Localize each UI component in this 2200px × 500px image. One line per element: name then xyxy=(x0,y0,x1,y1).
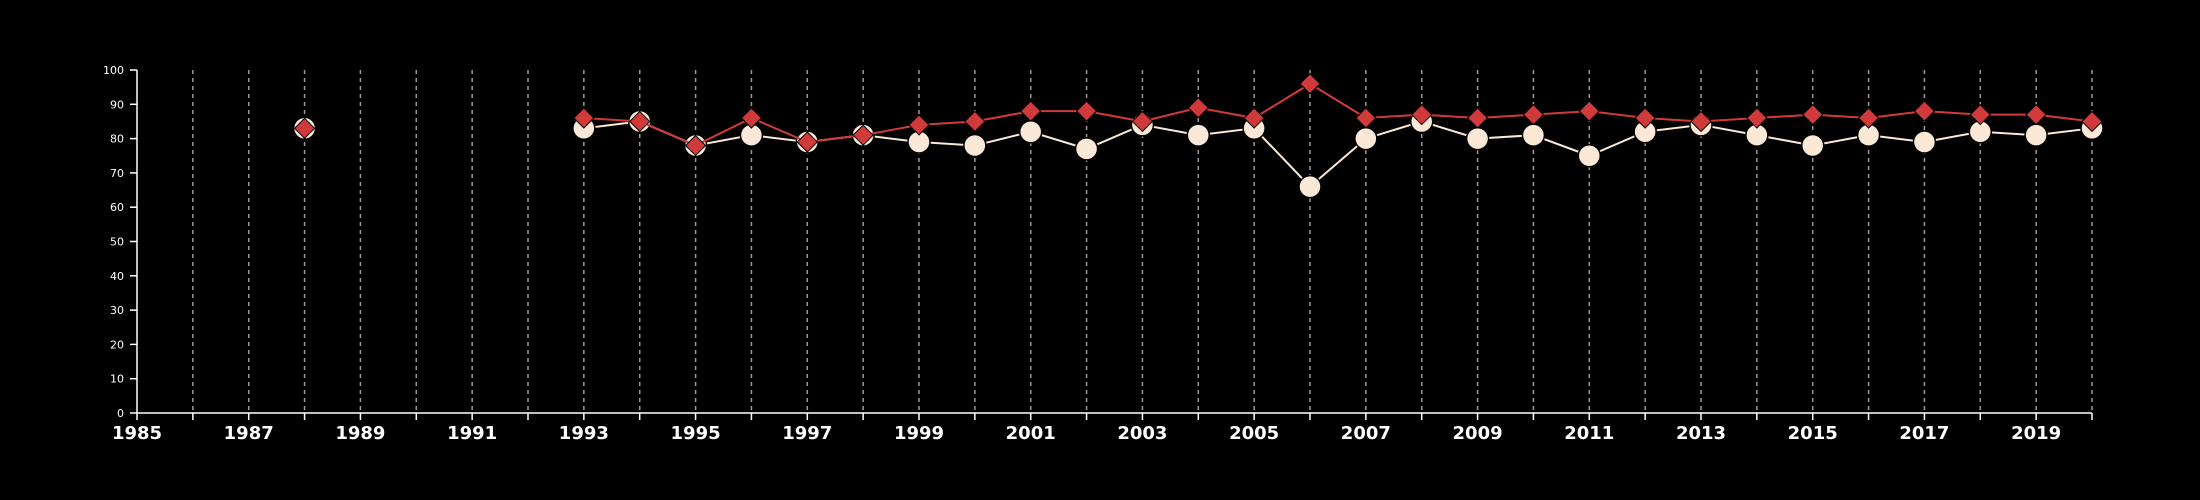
x-tick-label: 2017 xyxy=(1899,423,1949,444)
data-point-diamond xyxy=(1355,107,1377,129)
x-tick-label: 1993 xyxy=(559,423,609,444)
y-tick-label: 30 xyxy=(110,304,124,317)
data-point-circle xyxy=(1018,119,1043,144)
x-tick-label: 2013 xyxy=(1676,423,1726,444)
data-point-diamond xyxy=(1522,103,1545,126)
y-tick-label: 80 xyxy=(110,133,124,146)
y-tick-label: 10 xyxy=(110,373,124,386)
x-tick-label: 1997 xyxy=(782,423,832,444)
data-point-circle xyxy=(1074,137,1099,161)
data-point-circle xyxy=(1521,123,1546,147)
series-1-diamond xyxy=(293,73,2103,157)
data-point-diamond xyxy=(1913,100,1936,122)
data-point-diamond xyxy=(1634,107,1656,129)
x-tick-label: 1985 xyxy=(112,423,162,444)
x-tick-label: 1999 xyxy=(894,423,944,444)
y-tick-label: 0 xyxy=(117,407,124,420)
x-tick-label: 2011 xyxy=(1564,423,1614,444)
data-point-diamond xyxy=(1187,97,1209,119)
y-tick-label: 50 xyxy=(110,236,124,249)
data-point-circle xyxy=(1354,126,1378,151)
data-point-circle xyxy=(1800,133,1825,158)
y-tick-label: 100 xyxy=(103,64,124,77)
y-tick-label: 40 xyxy=(110,270,124,283)
x-tick-label: 1989 xyxy=(335,423,385,444)
data-point-diamond xyxy=(1299,73,1321,95)
y-tick-label: 90 xyxy=(110,98,124,111)
x-tick-label: 1987 xyxy=(224,423,274,444)
data-point-diamond xyxy=(1075,100,1098,122)
data-point-diamond xyxy=(629,110,651,133)
x-tick-label: 1991 xyxy=(447,423,497,444)
data-point-circle xyxy=(1186,123,1211,147)
data-point-diamond xyxy=(964,110,986,133)
data-point-circle xyxy=(1298,174,1322,199)
data-point-diamond xyxy=(1857,107,1880,129)
data-point-diamond xyxy=(1131,110,1154,133)
data-point-diamond xyxy=(796,131,818,153)
data-point-circle xyxy=(1465,126,1490,151)
data-point-diamond xyxy=(1690,110,1712,133)
series-1-line-segment xyxy=(583,82,2093,147)
data-point-diamond xyxy=(573,107,595,129)
data-point-diamond xyxy=(1243,107,1265,129)
data-point-diamond xyxy=(740,107,763,129)
x-tick-label: 1995 xyxy=(671,423,721,444)
data-point-diamond xyxy=(852,124,874,146)
data-point-diamond xyxy=(1020,100,1042,122)
x-tick-label: 2015 xyxy=(1788,423,1838,444)
x-tick-label: 2001 xyxy=(1006,423,1056,444)
x-tick-label: 2009 xyxy=(1453,423,1503,444)
data-point-diamond xyxy=(1466,107,1489,129)
data-point-diamond xyxy=(908,114,930,136)
axes: 0 10 20 30 40 50 60 70 80 90 100 1985 1987 1989 1991 19… xyxy=(103,64,2093,444)
data-point-diamond xyxy=(1969,103,1991,126)
data-point-diamond xyxy=(293,117,316,140)
x-tick-label: 2007 xyxy=(1341,423,1391,444)
data-point-diamond xyxy=(684,134,707,157)
data-point-diamond xyxy=(1802,103,1824,126)
series xyxy=(292,73,2104,199)
data-point-circle xyxy=(1912,130,1937,154)
y-tick-label: 60 xyxy=(110,201,124,214)
data-point-diamond xyxy=(1578,100,1600,122)
data-point-diamond xyxy=(2081,110,2103,133)
data-point-circle xyxy=(2024,123,2048,147)
data-point-circle xyxy=(963,133,987,158)
data-point-diamond xyxy=(2025,103,2047,126)
x-tick-label: 2019 xyxy=(2011,423,2061,444)
y-tick-label: 20 xyxy=(110,338,124,351)
data-point-diamond xyxy=(1411,103,1433,126)
x-tick-label: 2003 xyxy=(1117,423,1167,444)
data-point-circle xyxy=(1577,144,1602,168)
y-tick-label: 70 xyxy=(110,167,124,180)
data-point-diamond xyxy=(1746,107,1768,129)
x-tick-label: 2005 xyxy=(1229,423,1279,444)
